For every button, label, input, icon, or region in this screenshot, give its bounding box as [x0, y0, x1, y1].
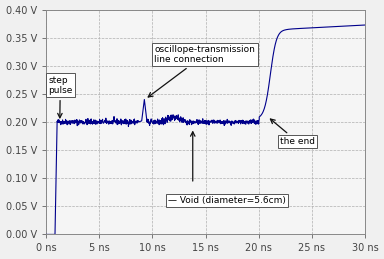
Text: the end: the end [270, 119, 315, 146]
Text: step
pulse: step pulse [48, 76, 73, 118]
Text: — Void (diameter=5.6cm): — Void (diameter=5.6cm) [168, 196, 286, 205]
Text: oscillope-transmission
line connection: oscillope-transmission line connection [148, 45, 255, 97]
